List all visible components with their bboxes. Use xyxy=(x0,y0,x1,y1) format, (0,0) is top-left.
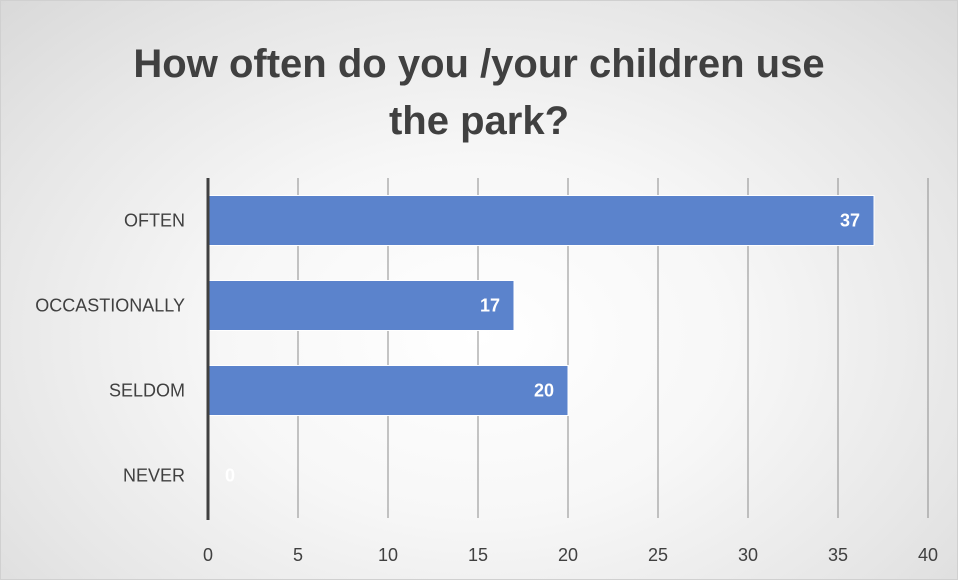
labels: 0 5 10 15 20 25 30 35 40 OFTEN 37 OCCASTIONALLY 17 SE… xyxy=(35,211,938,566)
chart-title-line-1: How often do you /your children use xyxy=(133,42,825,86)
bar-often xyxy=(207,195,875,246)
category-label-occastionally: OCCASTIONALLY xyxy=(35,296,185,316)
data-label-never: 0 xyxy=(225,466,235,486)
x-tick-label-15: 15 xyxy=(468,545,488,565)
category-label-often: OFTEN xyxy=(124,211,185,231)
x-tick-label-35: 35 xyxy=(828,545,848,565)
data-label-seldom: 20 xyxy=(534,381,554,401)
bar-seldom xyxy=(207,365,569,416)
bars xyxy=(207,195,875,416)
x-tick-label-5: 5 xyxy=(293,545,303,565)
data-label-occastionally: 17 xyxy=(480,296,500,316)
x-tick-label-10: 10 xyxy=(378,545,398,565)
x-tick-label-30: 30 xyxy=(738,545,758,565)
category-label-never: NEVER xyxy=(123,466,185,486)
x-tick-label-0: 0 xyxy=(203,545,213,565)
category-label-seldom: SELDOM xyxy=(109,381,185,401)
chart-title: How often do you /your children use the … xyxy=(0,36,958,150)
x-tick-label-40: 40 xyxy=(918,545,938,565)
data-label-often: 37 xyxy=(840,211,860,231)
x-tick-label-20: 20 xyxy=(558,545,578,565)
chart-title-line-2: the park? xyxy=(388,99,570,143)
bar-occastionally xyxy=(207,280,515,331)
x-tick-label-25: 25 xyxy=(648,545,668,565)
